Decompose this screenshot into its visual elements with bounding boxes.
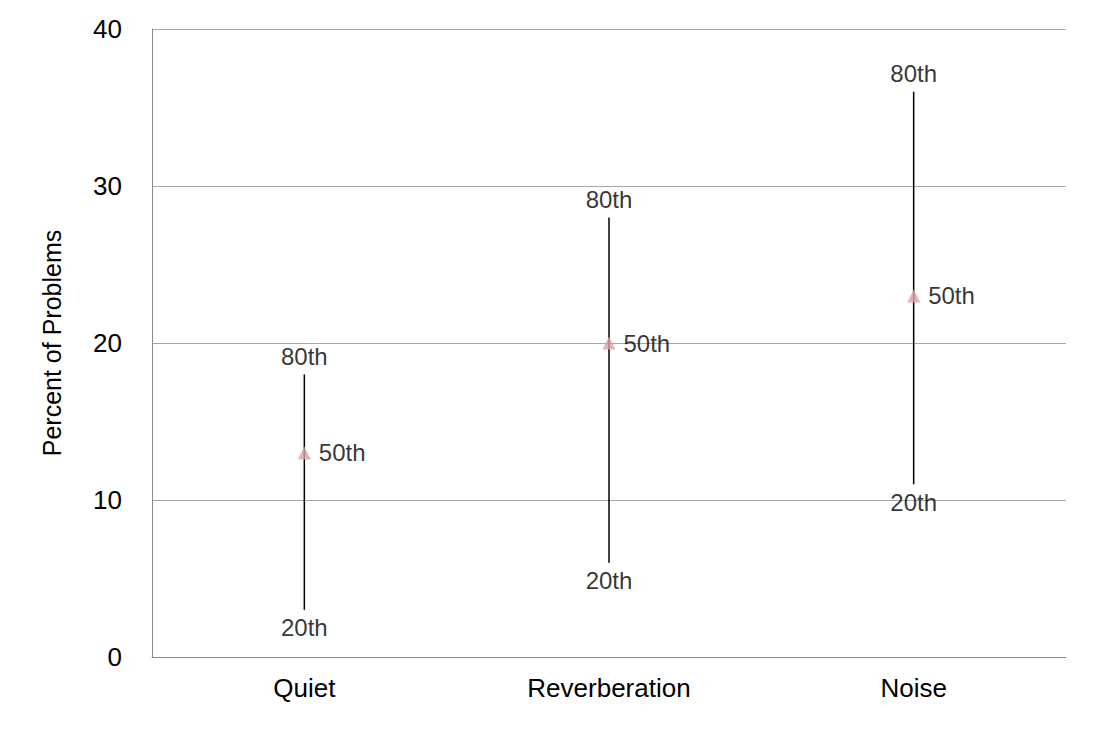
svg-text:40: 40 bbox=[93, 14, 122, 44]
svg-text:Percent of Problems: Percent of Problems bbox=[38, 230, 66, 457]
svg-text:80th: 80th bbox=[586, 186, 633, 213]
svg-text:50th: 50th bbox=[624, 330, 671, 357]
svg-text:80th: 80th bbox=[890, 60, 937, 87]
svg-text:Quiet: Quiet bbox=[273, 673, 336, 703]
svg-text:30: 30 bbox=[93, 171, 122, 201]
svg-text:20th: 20th bbox=[586, 567, 633, 594]
svg-text:50th: 50th bbox=[319, 439, 366, 466]
svg-text:10: 10 bbox=[93, 485, 122, 515]
svg-text:50th: 50th bbox=[928, 282, 975, 309]
svg-text:80th: 80th bbox=[281, 343, 328, 370]
svg-text:20th: 20th bbox=[890, 489, 937, 516]
svg-text:20th: 20th bbox=[281, 614, 328, 641]
svg-text:Noise: Noise bbox=[880, 673, 946, 703]
svg-text:0: 0 bbox=[108, 642, 122, 672]
svg-text:Reverberation: Reverberation bbox=[527, 673, 690, 703]
svg-text:20: 20 bbox=[93, 328, 122, 358]
